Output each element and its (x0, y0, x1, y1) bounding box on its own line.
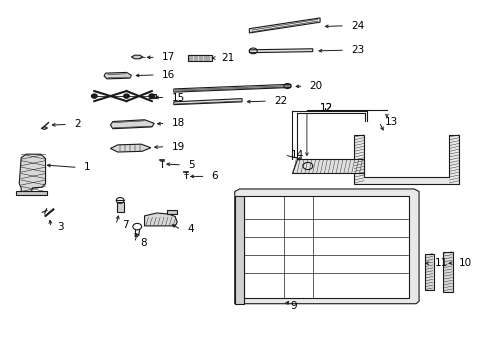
Polygon shape (41, 127, 47, 130)
Text: 4: 4 (186, 225, 193, 234)
Text: 2: 2 (74, 120, 81, 129)
Polygon shape (117, 202, 123, 212)
Polygon shape (424, 253, 433, 291)
Polygon shape (16, 191, 47, 195)
Text: 17: 17 (161, 52, 175, 62)
Text: 11: 11 (434, 258, 447, 268)
Text: 23: 23 (350, 45, 363, 55)
Polygon shape (249, 18, 320, 33)
Polygon shape (110, 144, 151, 152)
Text: 6: 6 (211, 171, 218, 181)
Text: 12: 12 (320, 103, 333, 113)
Polygon shape (292, 159, 363, 173)
Polygon shape (234, 189, 418, 304)
Polygon shape (149, 94, 156, 98)
Text: 20: 20 (309, 81, 322, 91)
Polygon shape (144, 213, 177, 226)
Text: 19: 19 (171, 141, 184, 152)
Text: 9: 9 (290, 301, 297, 311)
Text: 5: 5 (187, 160, 194, 170)
Polygon shape (234, 196, 243, 304)
Text: 18: 18 (171, 118, 184, 128)
Text: 22: 22 (273, 96, 286, 106)
Text: 10: 10 (458, 258, 471, 268)
Circle shape (149, 94, 155, 98)
Bar (188, 55, 211, 60)
Circle shape (123, 94, 129, 98)
Polygon shape (243, 196, 408, 298)
Circle shape (91, 94, 97, 98)
Text: 12: 12 (320, 103, 333, 113)
Polygon shape (249, 49, 312, 53)
Text: 1: 1 (83, 162, 90, 172)
Text: 13: 13 (384, 117, 397, 127)
Text: 8: 8 (141, 238, 147, 248)
Text: 21: 21 (221, 53, 234, 63)
Text: 7: 7 (122, 220, 128, 230)
Text: 3: 3 (57, 222, 63, 232)
Polygon shape (131, 55, 143, 59)
Polygon shape (110, 120, 154, 129)
Polygon shape (443, 252, 452, 292)
Polygon shape (104, 72, 131, 79)
Polygon shape (173, 99, 242, 105)
Text: 24: 24 (350, 21, 363, 31)
Polygon shape (19, 154, 45, 194)
Text: 15: 15 (171, 93, 184, 103)
Polygon shape (167, 211, 177, 214)
Polygon shape (173, 84, 290, 92)
Text: 16: 16 (161, 70, 175, 80)
Text: 14: 14 (290, 150, 303, 160)
Polygon shape (353, 135, 458, 184)
